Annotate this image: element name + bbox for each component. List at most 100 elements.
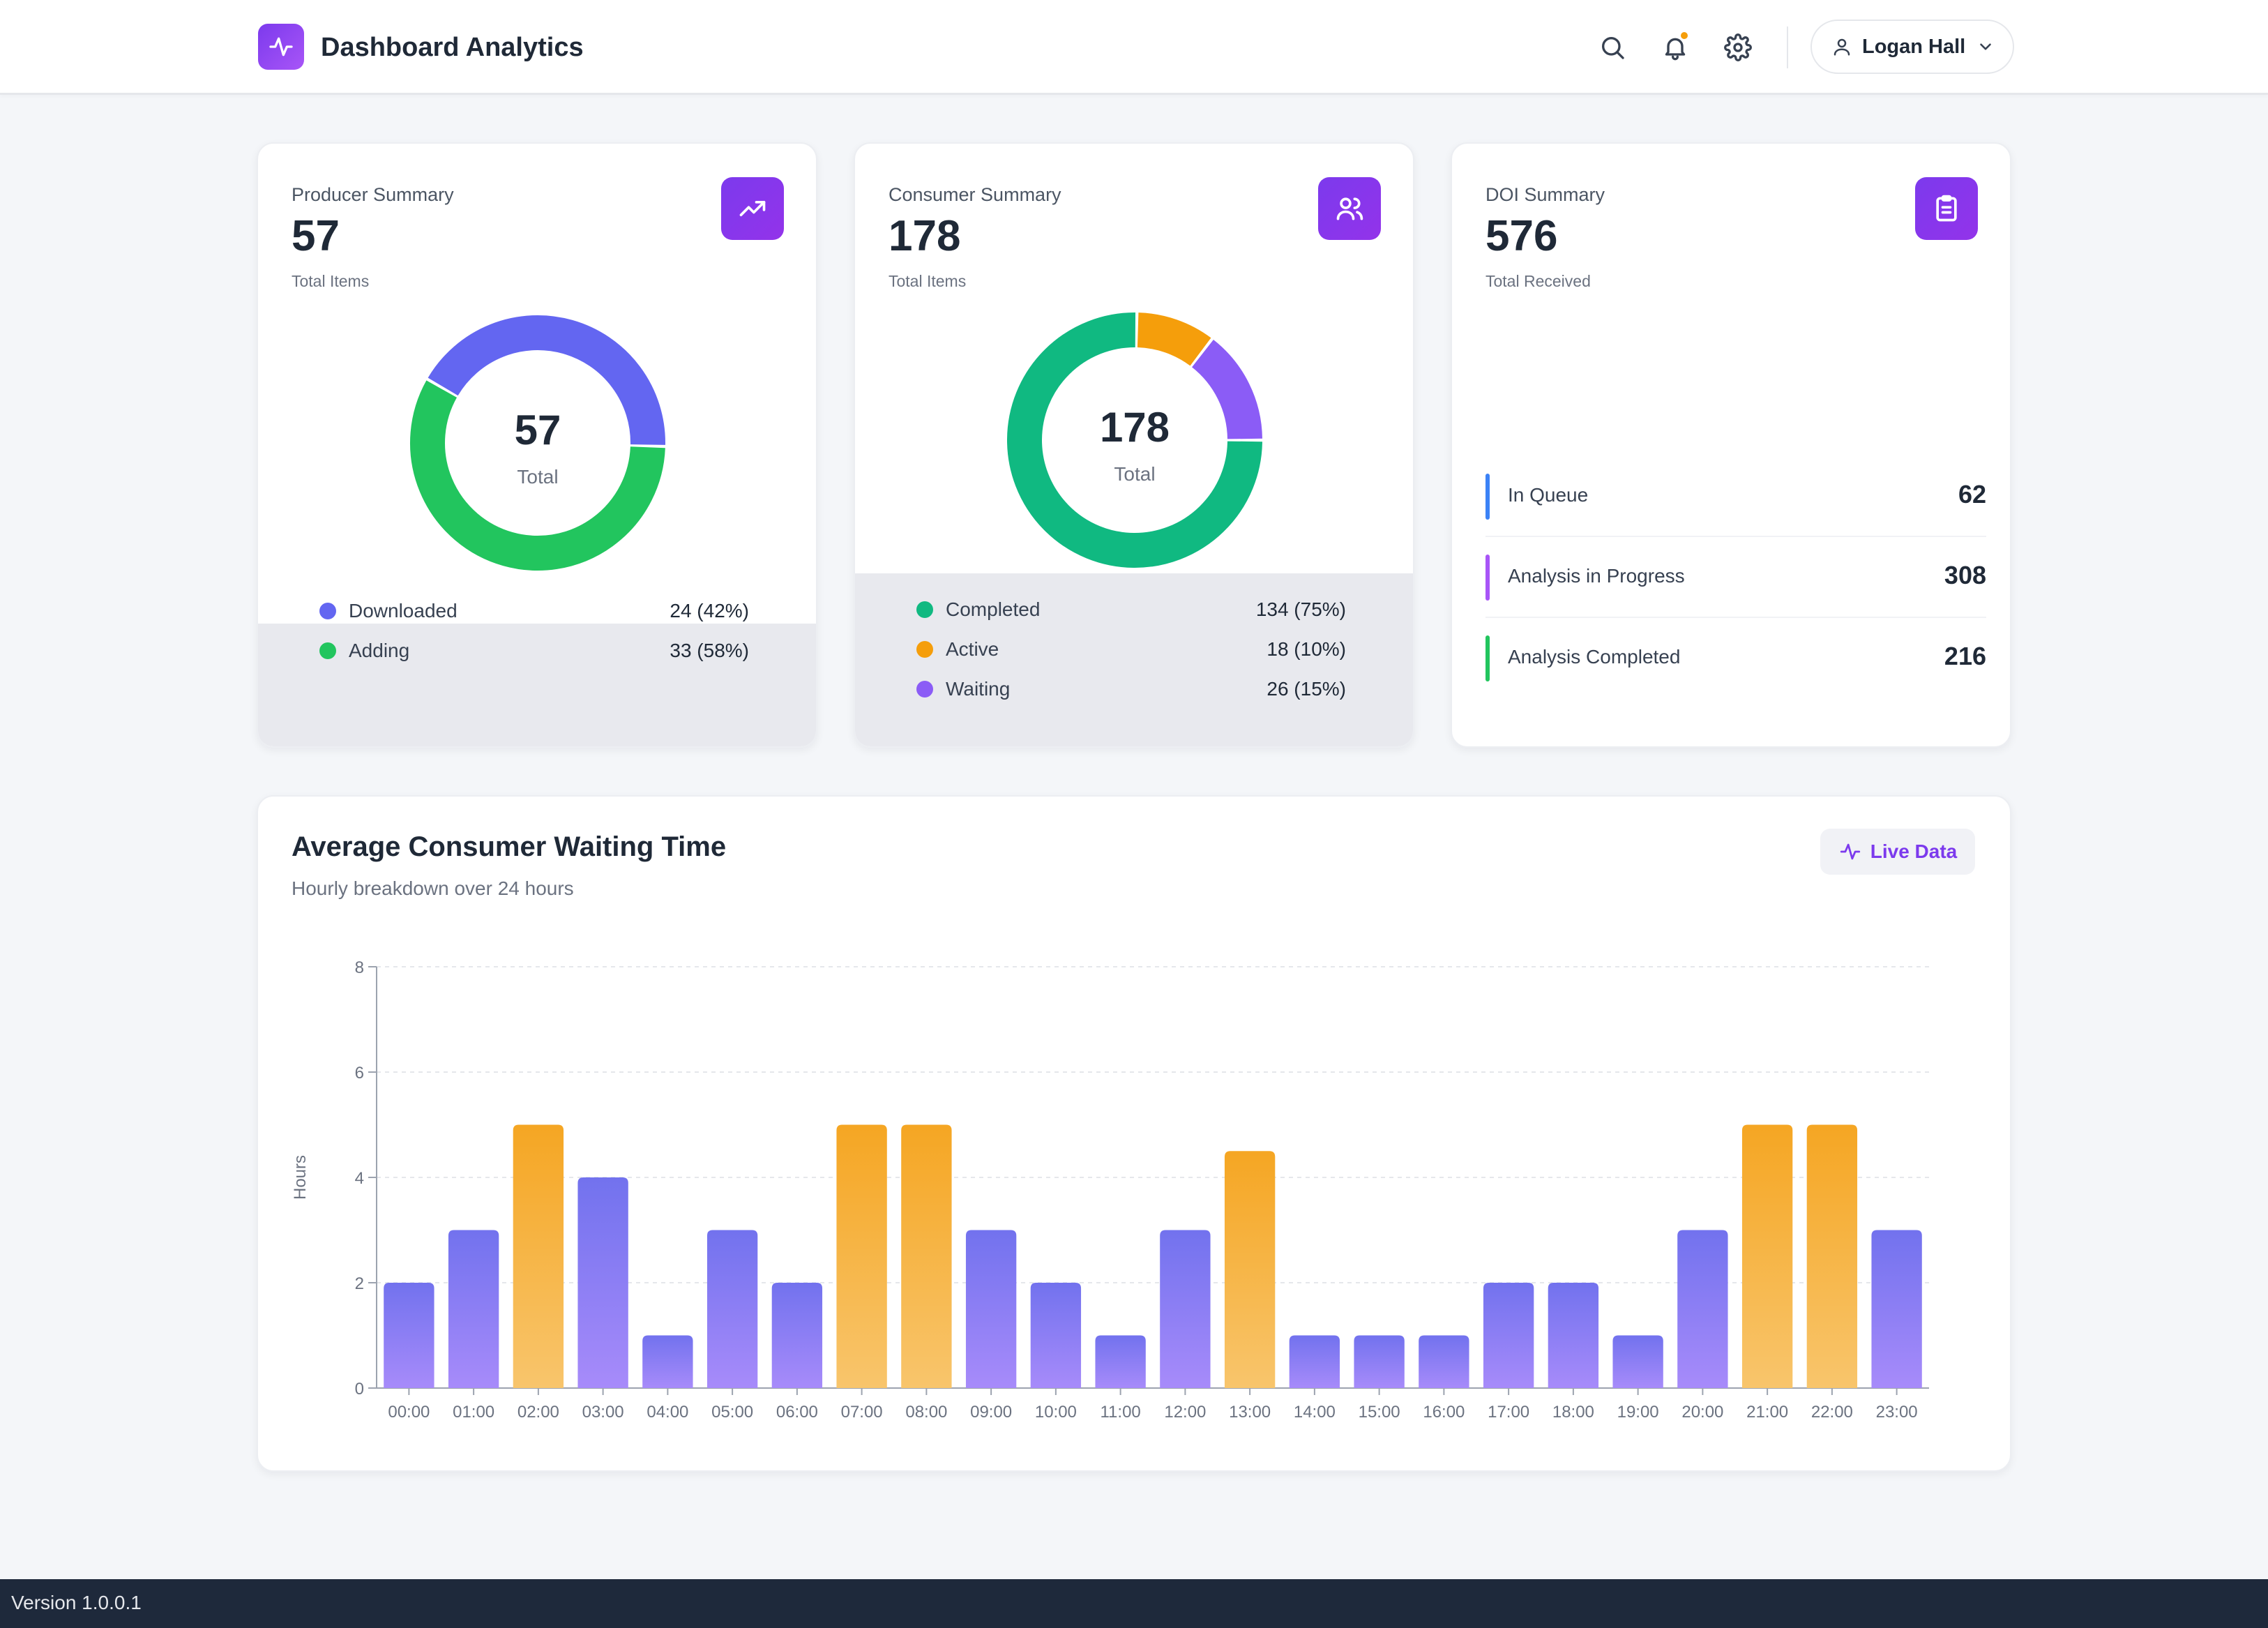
footer-bar: Version 1.0.0.1 bbox=[0, 1579, 2268, 1628]
x-tick-label: 17:00 bbox=[1488, 1403, 1529, 1422]
gear-icon bbox=[1724, 33, 1752, 61]
card-total-value: 576 bbox=[1485, 212, 1558, 260]
donut-segment-adding[interactable] bbox=[410, 380, 665, 571]
doi-item-value: 308 bbox=[1944, 561, 1986, 589]
settings-button[interactable] bbox=[1718, 28, 1757, 67]
bar-0200[interactable] bbox=[513, 1124, 564, 1389]
x-tick-label: 19:00 bbox=[1617, 1403, 1659, 1422]
bar-0600[interactable] bbox=[771, 1283, 823, 1388]
legend-item-adding: Adding 33 (58%) bbox=[258, 637, 816, 665]
search-button[interactable] bbox=[1593, 28, 1632, 67]
card-icon-badge bbox=[1318, 177, 1381, 240]
bar-1600[interactable] bbox=[1419, 1335, 1469, 1389]
card-icon-badge bbox=[721, 177, 784, 240]
bar-1400[interactable] bbox=[1289, 1335, 1340, 1389]
bar-2100[interactable] bbox=[1741, 1124, 1793, 1389]
producer-summary-card: Producer Summary 57 Total Items 57 Total… bbox=[257, 142, 817, 748]
bar-1300[interactable] bbox=[1224, 1151, 1276, 1388]
notifications-button[interactable] bbox=[1656, 28, 1695, 67]
bar-0300[interactable] bbox=[577, 1177, 628, 1388]
consumer-donut: 178 Total bbox=[1004, 310, 1265, 571]
notification-dot bbox=[1679, 31, 1689, 40]
chart-title: Average Consumer Waiting Time bbox=[292, 831, 727, 862]
donut-center-value: 178 bbox=[1099, 404, 1170, 451]
x-tick-label: 06:00 bbox=[776, 1403, 818, 1422]
donut-center-label: Total bbox=[517, 466, 559, 488]
donut-center-label: Total bbox=[1114, 463, 1156, 485]
doi-item-value: 216 bbox=[1944, 642, 1986, 670]
legend-item-downloaded: Downloaded 24 (42%) bbox=[258, 597, 816, 625]
legend-item-completed: Completed 134 (75%) bbox=[855, 596, 1413, 624]
doi-item-label: In Queue bbox=[1508, 484, 1589, 506]
consumer-summary-card: Consumer Summary 178 Total Items 178 Tot… bbox=[854, 142, 1414, 748]
donut-segment-waiting[interactable] bbox=[1191, 340, 1262, 440]
x-tick-label: 04:00 bbox=[647, 1403, 688, 1422]
header-divider bbox=[1787, 27, 1788, 68]
legend-item-active: Active 18 (10%) bbox=[855, 635, 1413, 663]
search-icon bbox=[1602, 37, 1624, 59]
legend-label: Completed bbox=[946, 598, 1041, 620]
x-tick-label: 00:00 bbox=[388, 1403, 430, 1422]
bar-1500[interactable] bbox=[1354, 1335, 1405, 1389]
bar-2200[interactable] bbox=[1806, 1124, 1858, 1389]
live-data-label: Live Data bbox=[1870, 841, 1958, 862]
doi-item-label: Analysis in Progress bbox=[1508, 565, 1685, 587]
bar-0100[interactable] bbox=[448, 1230, 499, 1389]
bar-0000[interactable] bbox=[384, 1283, 434, 1388]
bar-0700[interactable] bbox=[836, 1124, 887, 1389]
donut-segment-active[interactable] bbox=[1137, 312, 1211, 366]
legend-value: 26 (15%) bbox=[1267, 678, 1346, 700]
bar-1900[interactable] bbox=[1612, 1335, 1663, 1389]
bar-0900[interactable] bbox=[965, 1230, 1017, 1389]
card-total-value: 57 bbox=[292, 212, 340, 260]
bar-1000[interactable] bbox=[1030, 1283, 1082, 1388]
bar-2000[interactable] bbox=[1677, 1230, 1728, 1389]
bar-1800[interactable] bbox=[1548, 1283, 1599, 1388]
x-tick-label: 03:00 bbox=[582, 1403, 624, 1422]
user-name: Logan Hall bbox=[1862, 35, 1966, 58]
bar-0400[interactable] bbox=[642, 1335, 693, 1389]
x-tick-label: 21:00 bbox=[1746, 1403, 1788, 1422]
legend-value: 33 (58%) bbox=[670, 640, 749, 661]
legend-dot bbox=[916, 681, 933, 698]
version-label: Version 1.0.0.1 bbox=[11, 1592, 142, 1613]
live-data-button[interactable]: Live Data bbox=[1820, 829, 1975, 875]
bar-0800[interactable] bbox=[901, 1124, 952, 1389]
activity-icon bbox=[269, 37, 293, 56]
y-tick-label: 2 bbox=[355, 1274, 364, 1293]
x-tick-label: 01:00 bbox=[453, 1403, 494, 1422]
doi-item-indicator bbox=[1485, 635, 1490, 681]
chevron-down-icon bbox=[1976, 38, 1995, 56]
y-tick-label: 8 bbox=[355, 958, 364, 977]
clipboard-icon bbox=[1936, 195, 1957, 222]
card-subtitle: Total Items bbox=[889, 272, 967, 290]
legend-item-waiting: Waiting 26 (15%) bbox=[855, 675, 1413, 703]
user-icon bbox=[1834, 38, 1850, 56]
card-subtitle: Total Received bbox=[1485, 272, 1591, 290]
x-tick-label: 22:00 bbox=[1811, 1403, 1853, 1422]
app-logo[interactable] bbox=[258, 24, 304, 70]
chart-subtitle: Hourly breakdown over 24 hours bbox=[292, 877, 574, 899]
bar-2300[interactable] bbox=[1871, 1230, 1922, 1389]
bar-1200[interactable] bbox=[1160, 1230, 1211, 1389]
bell-icon bbox=[1665, 38, 1686, 61]
legend-value: 134 (75%) bbox=[1255, 598, 1346, 620]
doi-item-indicator bbox=[1485, 474, 1490, 520]
user-menu-button[interactable]: Logan Hall bbox=[1810, 20, 2014, 74]
top-navbar: Dashboard Analytics Logan Hall bbox=[0, 0, 2268, 95]
donut-center-value: 57 bbox=[514, 407, 561, 453]
app-title: Dashboard Analytics bbox=[321, 33, 584, 62]
donut-segment-completed[interactable] bbox=[1007, 312, 1262, 568]
bar-0500[interactable] bbox=[706, 1230, 758, 1389]
legend-label: Waiting bbox=[946, 678, 1011, 700]
activity-icon bbox=[1840, 843, 1860, 860]
bar-1700[interactable] bbox=[1483, 1283, 1534, 1388]
legend-label: Downloaded bbox=[349, 600, 458, 621]
doi-item-label: Analysis Completed bbox=[1508, 646, 1681, 668]
donut-segment-downloaded[interactable] bbox=[428, 315, 665, 445]
trending-up-icon bbox=[739, 201, 766, 216]
y-tick-label: 4 bbox=[355, 1169, 364, 1188]
legend-label: Adding bbox=[349, 640, 410, 661]
y-tick-label: 6 bbox=[355, 1064, 364, 1083]
bar-1100[interactable] bbox=[1095, 1335, 1146, 1389]
